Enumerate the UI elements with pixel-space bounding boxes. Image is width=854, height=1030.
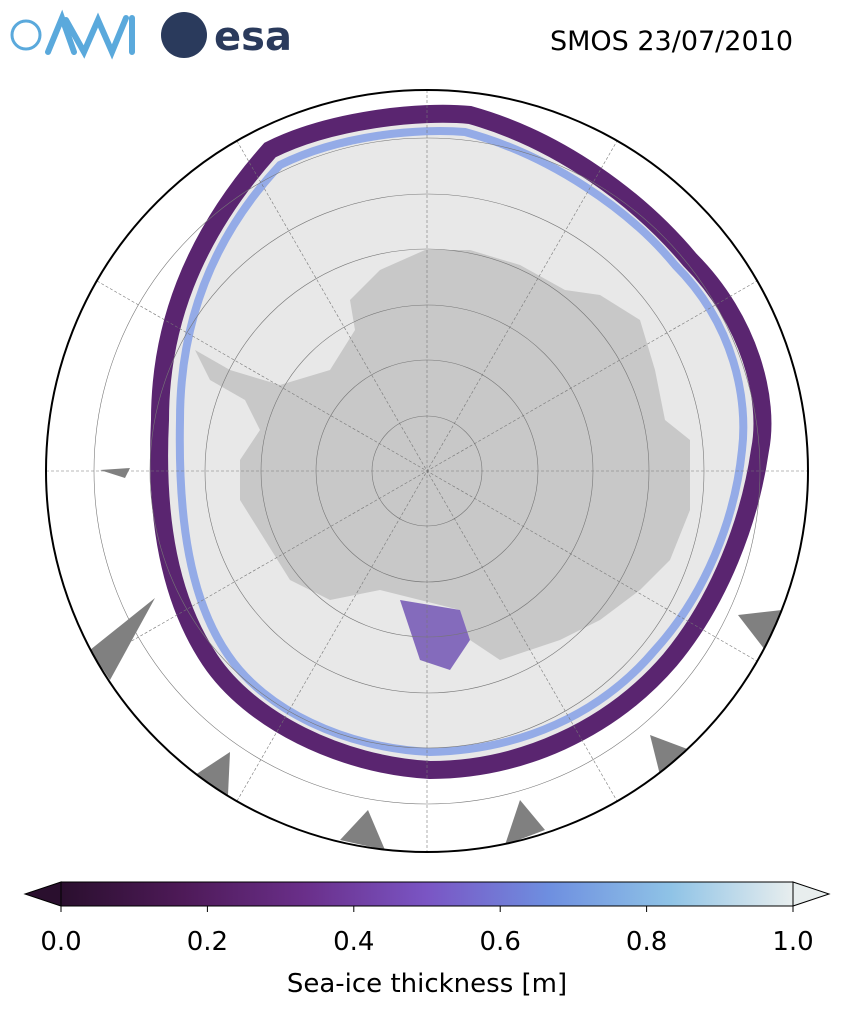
- colorbar-tick-label: 0.2: [187, 927, 228, 957]
- map: [46, 90, 808, 852]
- colorbar-tick-label: 0.6: [480, 927, 521, 957]
- colorbar-label: Sea-ice thickness [m]: [287, 969, 567, 999]
- graticule: [46, 90, 808, 852]
- colorbar-extend-low: [23, 881, 62, 907]
- gaps: [90, 468, 782, 850]
- colorbar-extend-high: [792, 881, 831, 907]
- weddell-ice: [400, 600, 470, 670]
- colorbar-tick-label: 0.8: [626, 927, 667, 957]
- antarctica: [195, 250, 690, 660]
- title: SMOS 23/07/2010: [550, 26, 793, 57]
- esa-text: esa: [214, 14, 292, 60]
- awi-logo: [10, 9, 135, 60]
- colorbar-tick-label: 1.0: [772, 927, 813, 957]
- colorbar-tick-label: 0.0: [40, 927, 81, 957]
- colorbar-tick-label: 0.4: [333, 927, 374, 957]
- colorbar-bar: [60, 881, 794, 907]
- esa-logo: esa: [161, 12, 292, 60]
- map-frame: [45, 89, 809, 853]
- ice-edge-blue: [175, 126, 748, 757]
- colorbar: [23, 881, 831, 912]
